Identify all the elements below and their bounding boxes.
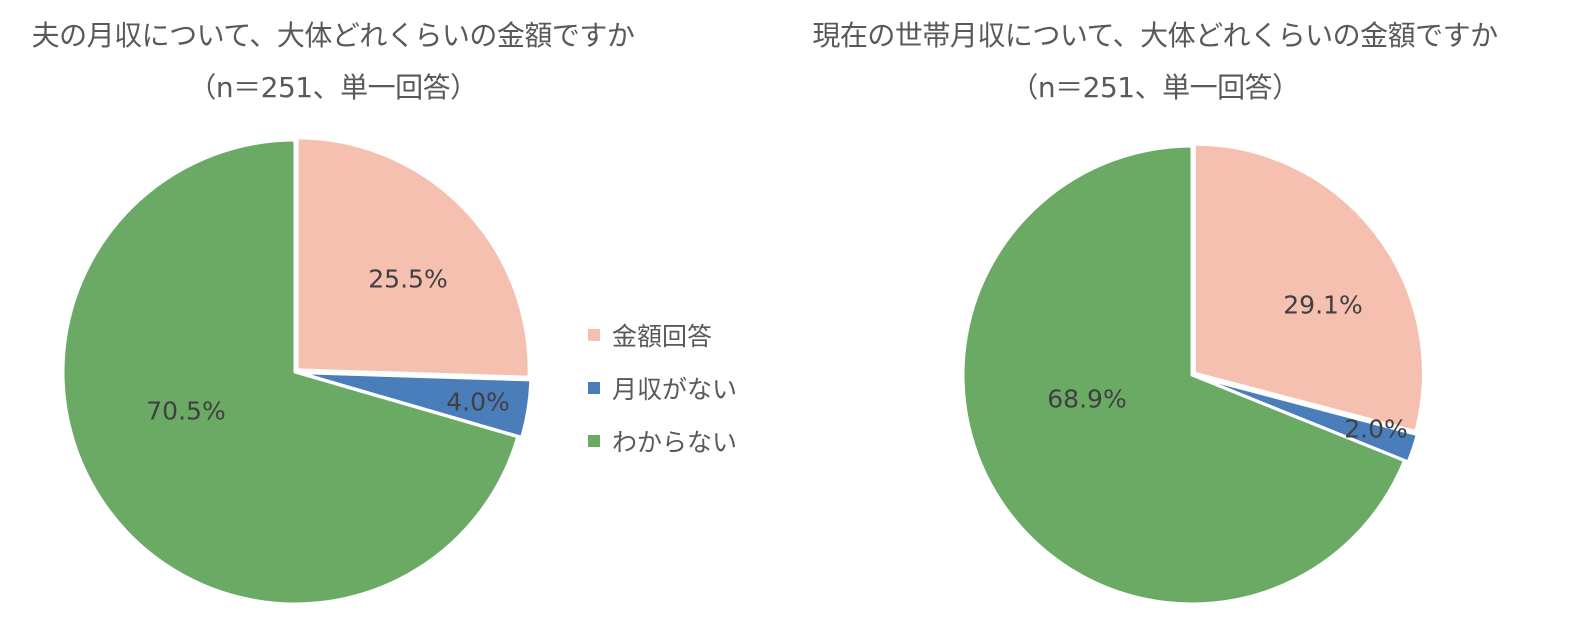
data-label-gesshu-ga-nai: 4.0%: [446, 388, 510, 417]
legend-item-kingaku-kaito: 金額回答: [588, 308, 737, 361]
data-label-kingaku-kaito: 25.5%: [368, 265, 447, 294]
legend-label: わからない: [612, 427, 738, 457]
legend-label: 金額回答: [612, 321, 713, 351]
legend-item-gesshu-ga-nai: 月収がない: [588, 361, 737, 414]
data-label-wakaranai: 70.5%: [146, 397, 225, 426]
pie-slice-kingaku-kaito: [295, 136, 531, 379]
legend-swatch-icon: [588, 381, 600, 394]
chart-title-left-line2: （n＝251、単一回答）: [188, 71, 478, 104]
legend-swatch-icon: [588, 328, 600, 341]
legend-swatch-icon: [588, 434, 600, 447]
chart-title-left: 夫の月収について、大体どれくらいの金額ですか （n＝251、単一回答）: [0, 10, 666, 114]
legend-item-wakaranai: わからない: [588, 414, 737, 467]
chart-title-left-line1: 夫の月収について、大体どれくらいの金額ですか: [31, 19, 635, 52]
legend-label: 月収がない: [612, 374, 738, 404]
pie-slice-wakaranai: [61, 138, 520, 606]
chart-title-right-line1: 現在の世帯月収について、大体どれくらいの金額ですか: [812, 19, 1498, 52]
legend: 金額回答 月収がない わからない: [588, 308, 737, 467]
chart-title-right-line2: （n＝251、単一回答）: [1010, 71, 1300, 104]
chart-title-right: 現在の世帯月収について、大体どれくらいの金額ですか （n＝251、単一回答）: [790, 10, 1520, 114]
